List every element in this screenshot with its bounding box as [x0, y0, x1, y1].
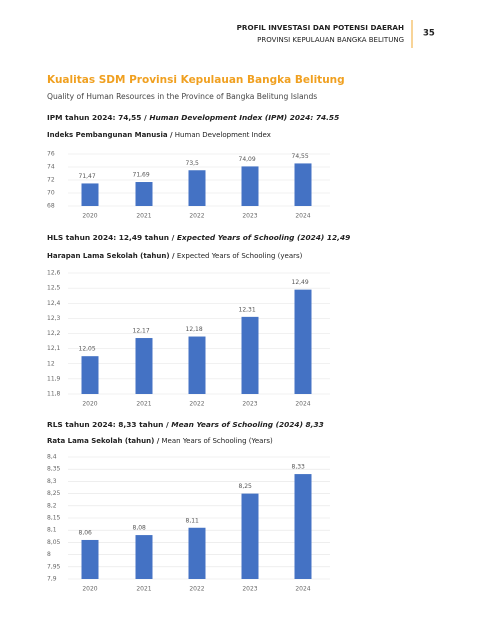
y-tick-label: 76: [47, 151, 55, 158]
bar: [81, 356, 99, 394]
chart-heading: HLS tahun 2024: 12,49 tahun / Expected Y…: [47, 233, 350, 242]
value-label: 8,25: [239, 483, 253, 490]
y-tick-label: 70: [47, 190, 55, 197]
subtitle-id: Rata Lama Sekolah (tahun) /: [47, 437, 160, 445]
chart-subtitle: Rata Lama Sekolah (tahun) / Mean Years o…: [47, 437, 273, 445]
value-label: 71,69: [133, 172, 150, 179]
subtitle-id: Indeks Pembangunan Manusia /: [47, 131, 173, 139]
bar: [135, 182, 153, 206]
chart-subtitle: Harapan Lama Sekolah (tahun) / Expected …: [47, 252, 303, 260]
subtitle-en: Human Development Index: [175, 131, 271, 139]
value-label: 12,18: [186, 326, 203, 333]
x-tick-label: 2020: [82, 586, 97, 593]
section-title: Kualitas SDM Provinsi Kepulauan Bangka B…: [47, 74, 345, 86]
value-label: 8,33: [292, 464, 306, 471]
value-label: 74,09: [239, 156, 256, 163]
section-subtitle: Quality of Human Resources in the Provin…: [47, 92, 317, 101]
value-label: 8,08: [133, 525, 147, 532]
header-subtitle: PROVINSI KEPULAUAN BANGKA BELITUNG: [257, 36, 404, 44]
x-tick-label: 2023: [242, 401, 257, 408]
bar: [241, 166, 259, 206]
y-tick-label: 8,15: [47, 515, 61, 522]
y-tick-label: 12,2: [47, 330, 61, 337]
heading-en: Expected Years of Schooling (2024) 12,49: [177, 233, 350, 242]
y-tick-label: 12,3: [47, 315, 61, 322]
value-label: 12,49: [292, 279, 309, 286]
value-label: 71,47: [79, 173, 96, 180]
y-tick-label: 68: [47, 203, 55, 210]
subtitle-en: Mean Years of Schooling (Years): [162, 437, 273, 445]
x-tick-label: 2024: [295, 401, 310, 408]
bar: [135, 535, 153, 579]
value-label: 8,11: [186, 517, 200, 524]
bar: [188, 336, 206, 394]
heading-id: HLS tahun 2024: 12,49 tahun /: [47, 233, 175, 242]
x-tick-label: 2023: [242, 213, 257, 220]
bar: [294, 474, 312, 579]
bar: [188, 170, 206, 206]
heading-en: Human Development Index (IPM) 2024: 74.5…: [149, 113, 339, 122]
value-label: 12,17: [133, 328, 150, 335]
x-tick-label: 2020: [82, 213, 97, 220]
x-tick-label: 2024: [295, 213, 310, 220]
y-tick-label: 8,2: [47, 502, 57, 509]
x-tick-label: 2023: [242, 586, 257, 593]
y-tick-label: 12,5: [47, 285, 61, 292]
y-tick-label: 12,6: [47, 270, 61, 277]
y-tick-label: 8,3: [47, 478, 57, 485]
subtitle-id: Harapan Lama Sekolah (tahun) /: [47, 252, 175, 260]
heading-id: RLS tahun 2024: 8,33 tahun /: [47, 420, 169, 429]
heading-en: Mean Years of Schooling (2024) 8,33: [171, 420, 324, 429]
bar: [294, 289, 312, 394]
y-tick-label: 7,9: [47, 576, 57, 583]
value-label: 73,5: [186, 160, 200, 167]
x-tick-label: 2021: [136, 401, 151, 408]
bar: [81, 539, 99, 579]
y-tick-label: 72: [47, 177, 55, 184]
bar: [188, 527, 206, 579]
y-tick-label: 11,9: [47, 375, 61, 382]
subtitle-en: Expected Years of Schooling (years): [177, 252, 303, 260]
y-tick-label: 7,95: [47, 563, 61, 570]
page-number: 35: [423, 29, 435, 39]
bar: [81, 183, 99, 206]
y-tick-label: 8,35: [47, 466, 61, 473]
chart-heading: IPM tahun 2024: 74,55 / Human Developmen…: [47, 113, 339, 122]
chart-subtitle: Indeks Pembangunan Manusia / Human Devel…: [47, 131, 271, 139]
y-tick-label: 8: [47, 551, 51, 558]
bar: [241, 493, 259, 579]
y-tick-label: 8,4: [47, 454, 57, 461]
y-tick-label: 12: [47, 360, 55, 367]
x-tick-label: 2022: [189, 401, 204, 408]
header-title: PROFIL INVESTASI DAN POTENSI DAERAH: [237, 23, 404, 32]
y-tick-label: 11,8: [47, 391, 61, 398]
chart-heading: RLS tahun 2024: 8,33 tahun / Mean Years …: [47, 420, 324, 429]
value-label: 74,55: [292, 153, 309, 160]
x-tick-label: 2022: [189, 213, 204, 220]
y-tick-label: 8,05: [47, 539, 61, 546]
x-tick-label: 2022: [189, 586, 204, 593]
x-tick-label: 2021: [136, 586, 151, 593]
value-label: 12,31: [239, 306, 256, 313]
value-label: 8,06: [79, 529, 93, 536]
value-label: 12,05: [79, 346, 96, 353]
heading-id: IPM tahun 2024: 74,55 /: [47, 113, 147, 122]
bar: [241, 316, 259, 394]
y-tick-label: 8,1: [47, 527, 57, 534]
y-tick-label: 12,4: [47, 300, 61, 307]
x-tick-label: 2021: [136, 213, 151, 220]
y-tick-label: 74: [47, 164, 55, 171]
x-tick-label: 2024: [295, 586, 310, 593]
bar: [294, 163, 312, 206]
y-tick-label: 8,25: [47, 490, 61, 497]
x-tick-label: 2020: [82, 401, 97, 408]
bar: [135, 338, 153, 394]
y-tick-label: 12,1: [47, 345, 61, 352]
